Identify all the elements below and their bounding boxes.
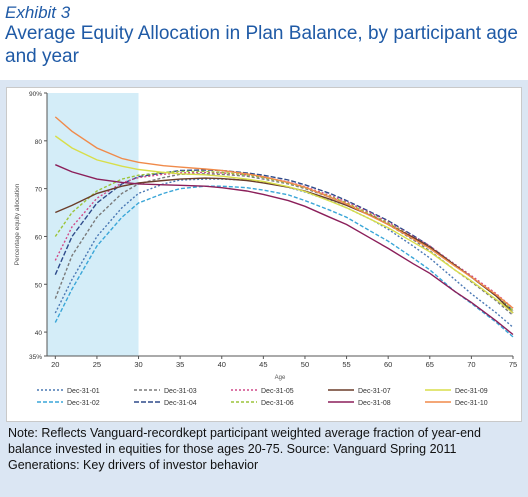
legend-label: Dec-31-04 bbox=[164, 400, 197, 407]
legend-label: Dec-31-09 bbox=[455, 388, 488, 395]
legend-label: Dec-31-07 bbox=[358, 388, 391, 395]
y-tick-label: 70 bbox=[35, 187, 43, 194]
y-axis-label: Percentage equity allocation bbox=[14, 183, 21, 265]
y-tick-label: 80 bbox=[35, 139, 43, 146]
x-tick-label: 55 bbox=[342, 360, 350, 369]
x-tick-label: 20 bbox=[51, 360, 59, 369]
legend-label: Dec-31-03 bbox=[164, 388, 197, 395]
legend-label: Dec-31-02 bbox=[67, 400, 100, 407]
x-tick-label: 60 bbox=[384, 360, 392, 369]
y-tick-label: 90% bbox=[29, 91, 42, 98]
x-tick-label: 40 bbox=[218, 360, 226, 369]
x-tick-label: 65 bbox=[426, 360, 434, 369]
x-tick-label: 35 bbox=[176, 360, 184, 369]
series-line-dec-31-10 bbox=[54, 116, 514, 309]
plot-area: 35% 40 50 60 70 80 90% 20 25 30 35 40 45 50 55 60 65 70 75… bbox=[6, 87, 522, 422]
y-tick-label: 35% bbox=[29, 354, 42, 361]
source-note: Note: Reflects Vanguard-recordkept parti… bbox=[8, 426, 481, 472]
x-tick-label: 70 bbox=[467, 360, 475, 369]
legend-label: Dec-31-06 bbox=[261, 400, 294, 407]
legend-label: Dec-31-05 bbox=[261, 388, 294, 395]
x-tick-label: 50 bbox=[301, 360, 309, 369]
y-tick-label: 50 bbox=[35, 282, 43, 289]
shaded-age-region bbox=[47, 93, 139, 356]
x-tick-label: 45 bbox=[259, 360, 267, 369]
x-axis-label: Age bbox=[275, 375, 286, 381]
chart-title: Average Equity Allocation in Plan Balanc… bbox=[5, 23, 518, 67]
series-line-dec-31-02 bbox=[54, 185, 514, 338]
y-tick-label: 60 bbox=[35, 234, 43, 241]
exhibit-label: Exhibit 3 bbox=[5, 3, 71, 22]
y-tick-label: 40 bbox=[35, 330, 43, 337]
series-line-dec-31-08 bbox=[55, 164, 514, 336]
x-tick-label: 75 bbox=[509, 360, 517, 369]
legend-label: Dec-31-01 bbox=[67, 388, 100, 395]
x-tick-label: 30 bbox=[134, 360, 142, 369]
legend-label: Dec-31-10 bbox=[455, 400, 488, 407]
x-tick-label: 25 bbox=[93, 360, 101, 369]
legend-label: Dec-31-08 bbox=[358, 400, 391, 407]
series-line-dec-31-09 bbox=[54, 135, 514, 314]
line-chart: 35% 40 50 60 70 80 90% 20 25 30 35 40 45 50 55 60 65 70 75… bbox=[14, 91, 517, 407]
